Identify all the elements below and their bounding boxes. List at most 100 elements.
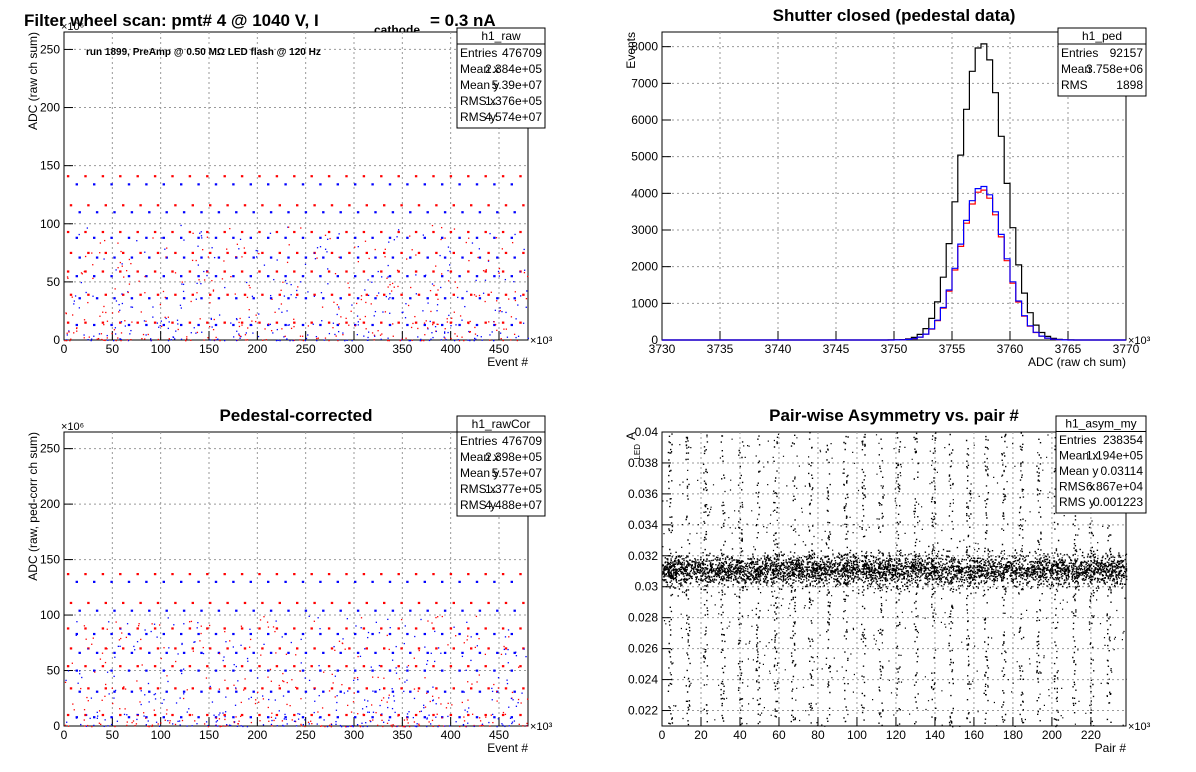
data-point-scatter: [272, 626, 275, 628]
data-point-on: [240, 665, 244, 668]
data-point-scatter: [426, 692, 428, 694]
data-point-scatter: [76, 330, 78, 332]
data-point-off: [301, 632, 305, 636]
data-point-scatter: [362, 321, 365, 323]
data-point-scatter: [118, 311, 120, 313]
data-point-scatter: [107, 339, 109, 341]
data-point-scatter: [284, 279, 287, 282]
data-point-scatter: [252, 332, 254, 334]
data-point-on: [330, 687, 334, 690]
data-point-off: [356, 651, 360, 654]
data-point-off: [301, 580, 305, 583]
data-point-scatter: [362, 725, 364, 728]
data-point-scatter: [321, 306, 324, 308]
data-point-scatter: [147, 333, 149, 336]
data-point-scatter: [429, 723, 432, 725]
data-point-on: [296, 204, 299, 207]
data-point-scatter: [246, 725, 249, 728]
data-point-scatter: [463, 720, 466, 722]
data-point-scatter: [121, 263, 123, 265]
data-point-off: [197, 183, 200, 186]
data-point-scatter: [426, 660, 429, 662]
data-point-off: [165, 256, 168, 259]
x-tick-label: 450: [489, 728, 509, 742]
data-point-scatter: [270, 294, 272, 297]
data-point-off: [493, 323, 496, 327]
data-point-scatter: [356, 302, 358, 305]
data-point-off: [165, 651, 168, 654]
data-point-scatter: [359, 318, 361, 320]
data-point-scatter: [355, 625, 357, 627]
data-point-scatter: [301, 335, 304, 337]
data-point-on: [136, 665, 139, 668]
x-multiplier: ×10³: [1128, 335, 1151, 347]
data-point-scatter: [197, 245, 199, 247]
data-point-scatter: [426, 725, 428, 728]
data-point-scatter: [465, 669, 467, 671]
data-point-scatter: [254, 702, 257, 705]
data-point-scatter: [247, 327, 249, 329]
data-point-scatter: [454, 281, 456, 283]
data-point-off: [426, 609, 429, 612]
data-point-off: [214, 236, 218, 239]
data-point-scatter: [351, 725, 353, 727]
data-point-scatter: [166, 247, 168, 249]
data-point-scatter: [164, 316, 166, 319]
data-point-on: [156, 687, 160, 690]
data-point-scatter: [445, 339, 447, 341]
data-point-scatter: [384, 256, 386, 258]
data-point-scatter: [150, 338, 152, 340]
data-point-scatter: [492, 721, 494, 724]
data-point-scatter: [66, 276, 69, 278]
data-point-scatter: [416, 723, 418, 725]
data-point-off: [371, 183, 374, 186]
data-point-scatter: [164, 296, 166, 299]
data-point-off: [374, 211, 377, 214]
data-point-scatter: [181, 643, 183, 646]
data-point-scatter: [272, 332, 274, 334]
data-point-scatter: [270, 716, 273, 718]
data-point-off: [458, 236, 461, 239]
data-point-scatter: [269, 323, 271, 326]
data-point-on: [414, 270, 418, 273]
data-point-scatter: [513, 720, 516, 722]
data-point-scatter: [436, 713, 438, 715]
data-point-scatter: [280, 289, 282, 291]
data-point-scatter: [215, 724, 217, 727]
data-point-scatter: [427, 620, 429, 622]
data-point-scatter: [230, 276, 232, 278]
data-point-on: [293, 573, 296, 576]
data-point-on: [449, 321, 453, 324]
x-tick-label: 400: [441, 342, 461, 356]
x-tick-label: 350: [392, 342, 412, 356]
data-point-off: [148, 211, 151, 214]
data-point-on: [84, 665, 87, 668]
data-point-on: [345, 627, 348, 630]
data-point-off: [214, 632, 218, 636]
data-point-off: [180, 183, 183, 186]
data-point-off: [423, 580, 426, 583]
data-point-off: [287, 211, 290, 214]
data-point-on: [487, 251, 490, 255]
data-point-scatter: [300, 662, 302, 664]
x-tick-label: 3730: [649, 342, 676, 356]
data-point-scatter: [129, 634, 131, 636]
data-point-scatter: [327, 238, 329, 240]
data-point-off: [287, 609, 290, 612]
data-point-scatter: [223, 656, 225, 658]
data-point-off: [458, 323, 461, 327]
data-point-on: [313, 601, 316, 605]
data-point-scatter: [285, 718, 287, 721]
data-point-off: [232, 669, 235, 672]
data-point-scatter: [316, 723, 318, 725]
data-point-scatter: [128, 258, 131, 261]
stats-row-value: 0.03114: [1101, 464, 1144, 478]
data-point-scatter: [152, 306, 154, 308]
data-point-off: [127, 275, 131, 278]
data-point-scatter: [394, 711, 396, 714]
data-point-scatter: [393, 239, 395, 241]
data-point-scatter: [387, 706, 389, 709]
data-point-on: [261, 204, 264, 207]
data-point-scatter: [144, 292, 146, 294]
data-point-off: [162, 632, 165, 636]
